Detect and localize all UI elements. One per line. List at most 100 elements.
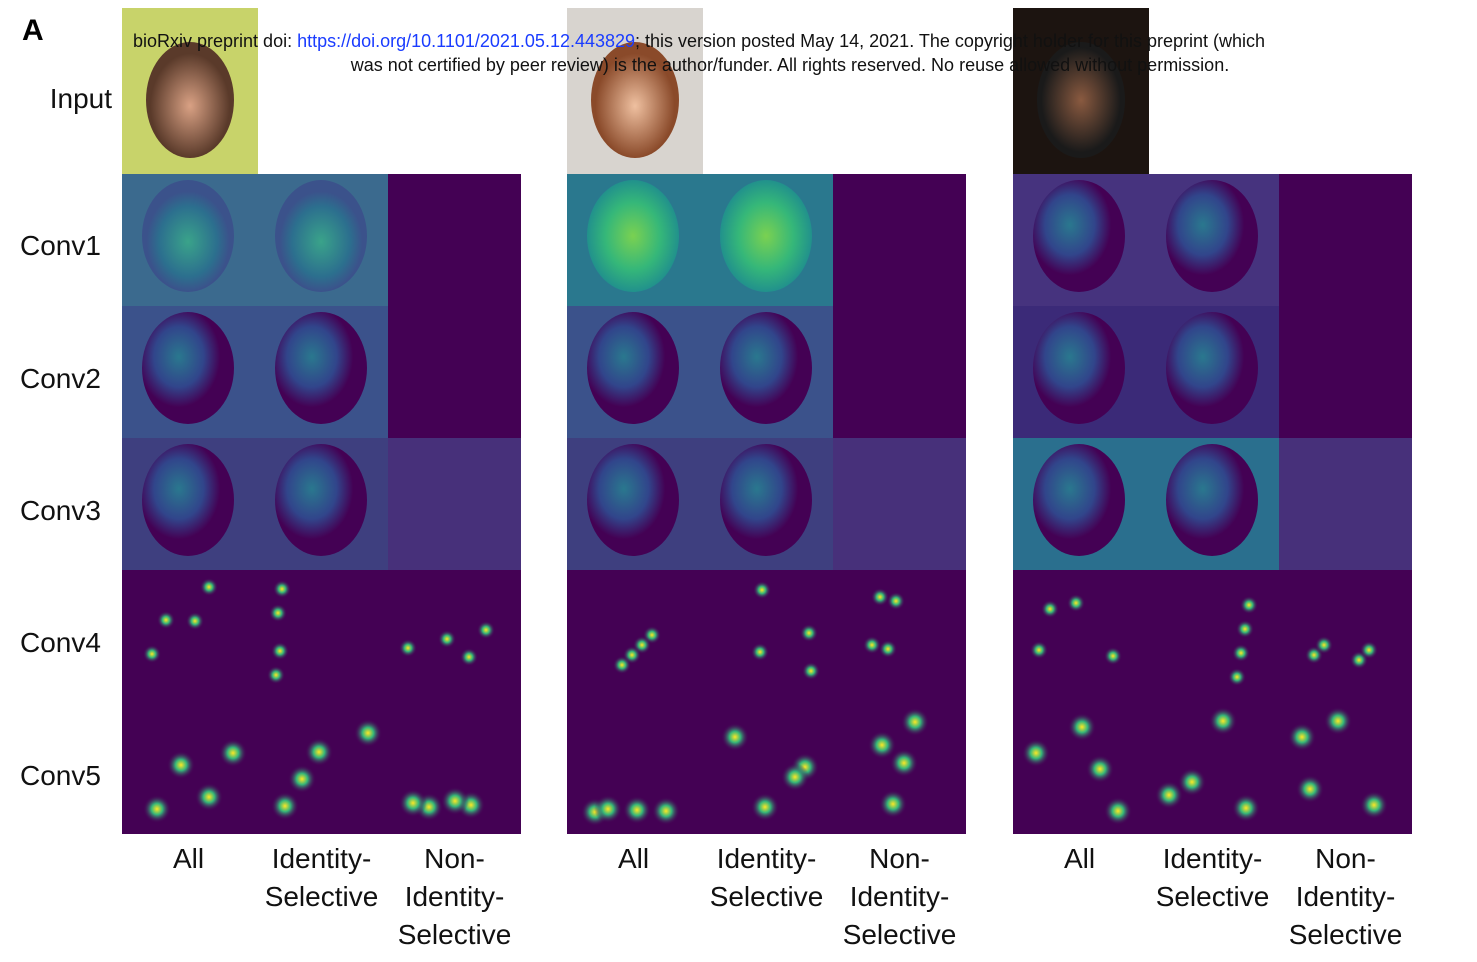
column-label: Identity- [1163,843,1263,874]
activation-map [255,570,388,702]
hot-spot [1041,600,1059,618]
hot-spot [623,796,651,824]
activation-map [700,702,833,834]
activation-map [700,174,833,306]
hot-spot [890,749,918,777]
column-label: Identity- [717,843,817,874]
map-background [1013,570,1146,702]
activation-map [1279,702,1412,834]
hot-spot [200,578,218,596]
activation-map [1146,702,1279,834]
activation-map [567,570,700,702]
column-label: Selective [710,881,824,912]
face-activation [1166,444,1258,556]
map-background [833,438,966,570]
hot-spot [800,624,818,642]
hot-spot [438,630,456,648]
hot-spot [273,580,291,598]
face-activation [1033,312,1125,424]
hot-spot [1104,797,1132,825]
activation-map [833,174,966,306]
hot-spot [354,719,382,747]
activation-map [567,438,700,570]
face-activation [1166,180,1258,292]
hot-spot [594,795,622,823]
hot-spot [1068,713,1096,741]
hot-spot [781,763,809,791]
map-background [1279,438,1412,570]
face-activation [720,444,812,556]
hot-spot [399,639,417,657]
column-label: Selective [1156,881,1270,912]
image-grid [122,8,1412,834]
hot-spot [1360,641,1378,659]
map-background [388,306,521,438]
activation-map [1279,306,1412,438]
hot-spot [157,611,175,629]
activation-map [1279,438,1412,570]
hot-spot [477,621,495,639]
activation-map [255,702,388,834]
face-activation [720,312,812,424]
hot-spot [1288,723,1316,751]
column-label: Identity- [1296,881,1396,912]
row-label: Conv4 [20,627,101,658]
activation-map [1013,702,1146,834]
hot-spot [305,738,333,766]
column-label: Identity- [272,843,372,874]
column-label: All [618,843,649,874]
face-activation [720,180,812,292]
column-label: Non- [424,843,485,874]
face-activation [1033,180,1125,292]
hot-spot [753,581,771,599]
activation-map [388,570,521,702]
hot-spot [1360,791,1388,819]
column-label: Selective [1289,919,1403,950]
face-activation [587,312,679,424]
activation-map [833,570,966,702]
hot-spot [460,648,478,666]
map-background [833,306,966,438]
hot-spot [751,793,779,821]
column-label: Selective [843,919,957,950]
activation-map [388,438,521,570]
activation-map [700,306,833,438]
map-background [1279,570,1412,702]
face [146,42,234,158]
column-label: Non- [869,843,930,874]
face-activation [1166,312,1258,424]
activation-map [1279,174,1412,306]
activation-map [122,306,255,438]
column-label: All [1064,843,1095,874]
activation-map [388,174,521,306]
hot-spot [186,612,204,630]
hot-spot [1228,668,1246,686]
hot-spot [399,789,427,817]
activation-map [388,702,521,834]
column-label: Selective [398,919,512,950]
column-label: Selective [265,881,379,912]
hot-spot [1104,647,1122,665]
activation-map [122,438,255,570]
map-background [833,570,966,702]
hot-spot [269,604,287,622]
hot-spot [143,795,171,823]
hot-spot [143,645,161,663]
activation-map [1013,306,1146,438]
activation-map [1146,306,1279,438]
map-background [1146,570,1279,702]
face-activation [587,180,679,292]
hot-spot [1236,620,1254,638]
doi-link[interactable]: https://doi.org/10.1101/2021.05.12.44382… [297,31,635,51]
face-activation [587,444,679,556]
hot-spot [863,636,881,654]
hot-spot [871,588,889,606]
hot-spot [1067,594,1085,612]
activation-map [567,306,700,438]
activation-map [255,306,388,438]
map-background [122,570,255,702]
activation-map [1013,438,1146,570]
activation-map [122,570,255,702]
hot-spot [167,751,195,779]
map-background [833,174,966,306]
